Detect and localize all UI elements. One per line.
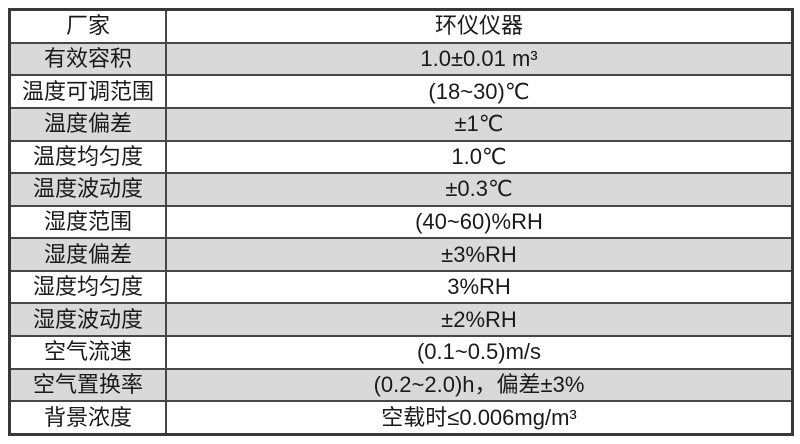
- spec-value-cell: 空载时≤0.006mg/m³: [165, 400, 794, 436]
- table-row: 背景浓度 空载时≤0.006mg/m³: [8, 400, 794, 436]
- spec-value-cell: (0.2~2.0)h，偏差±3%: [165, 367, 794, 403]
- spec-table-body: 厂家 环仪仪器 有效容积 1.0±0.01 m³ 温度可调范围 (18~30)℃ 温度偏差 ±…: [8, 8, 794, 436]
- spec-label-cell: 空气置换率: [8, 367, 167, 403]
- spec-label-cell: 温度波动度: [8, 172, 167, 207]
- table-row: 空气流速 (0.1~0.5)m/s: [8, 334, 794, 370]
- table-row: 空气置换率 (0.2~2.0)h，偏差±3%: [8, 367, 794, 403]
- spec-label-cell: 湿度均匀度: [8, 269, 167, 305]
- spec-value-cell: 环仪仪器: [165, 8, 794, 44]
- spec-value-cell: 1.0±0.01 m³: [165, 41, 794, 77]
- spec-label-cell: 温度偏差: [8, 106, 167, 142]
- spec-value-cell: 3%RH: [165, 269, 794, 305]
- table-row: 有效容积 1.0±0.01 m³: [8, 41, 794, 77]
- spec-value-cell: (0.1~0.5)m/s: [165, 334, 794, 370]
- spec-label-cell: 湿度偏差: [8, 237, 167, 272]
- table-row: 温度偏差 ±1℃: [8, 106, 794, 142]
- spec-label-cell: 空气流速: [8, 334, 167, 370]
- spec-label-cell: 厂家: [8, 8, 167, 44]
- spec-label-cell: 湿度波动度: [8, 302, 167, 337]
- spec-value-cell: ±1℃: [165, 106, 794, 142]
- table-row: 温度波动度 ±0.3℃: [8, 172, 794, 207]
- spec-sheet: 厂家 环仪仪器 有效容积 1.0±0.01 m³ 温度可调范围 (18~30)℃ 温度偏差 ±…: [8, 8, 794, 436]
- spec-label-cell: 有效容积: [8, 41, 167, 77]
- spec-value-cell: (18~30)℃: [165, 74, 794, 109]
- spec-value-cell: ±2%RH: [165, 302, 794, 337]
- spec-label-cell: 温度均匀度: [8, 139, 167, 175]
- table-row: 湿度波动度 ±2%RH: [8, 302, 794, 337]
- table-row: 温度可调范围 (18~30)℃: [8, 74, 794, 109]
- spec-label-cell: 湿度范围: [8, 204, 167, 240]
- spec-label-cell: 背景浓度: [8, 400, 167, 436]
- spec-value-cell: ±3%RH: [165, 237, 794, 272]
- spec-value-cell: ±0.3℃: [165, 172, 794, 207]
- spec-value-cell: (40~60)%RH: [165, 204, 794, 240]
- spec-value-cell: 1.0℃: [165, 139, 794, 175]
- spec-table: 厂家 环仪仪器 有效容积 1.0±0.01 m³ 温度可调范围 (18~30)℃ 温度偏差 ±…: [8, 8, 794, 436]
- table-row: 湿度均匀度 3%RH: [8, 269, 794, 305]
- table-row: 湿度偏差 ±3%RH: [8, 237, 794, 272]
- table-row: 湿度范围 (40~60)%RH: [8, 204, 794, 240]
- spec-label-cell: 温度可调范围: [8, 74, 167, 109]
- table-row: 厂家 环仪仪器: [8, 8, 794, 44]
- table-row: 温度均匀度 1.0℃: [8, 139, 794, 175]
